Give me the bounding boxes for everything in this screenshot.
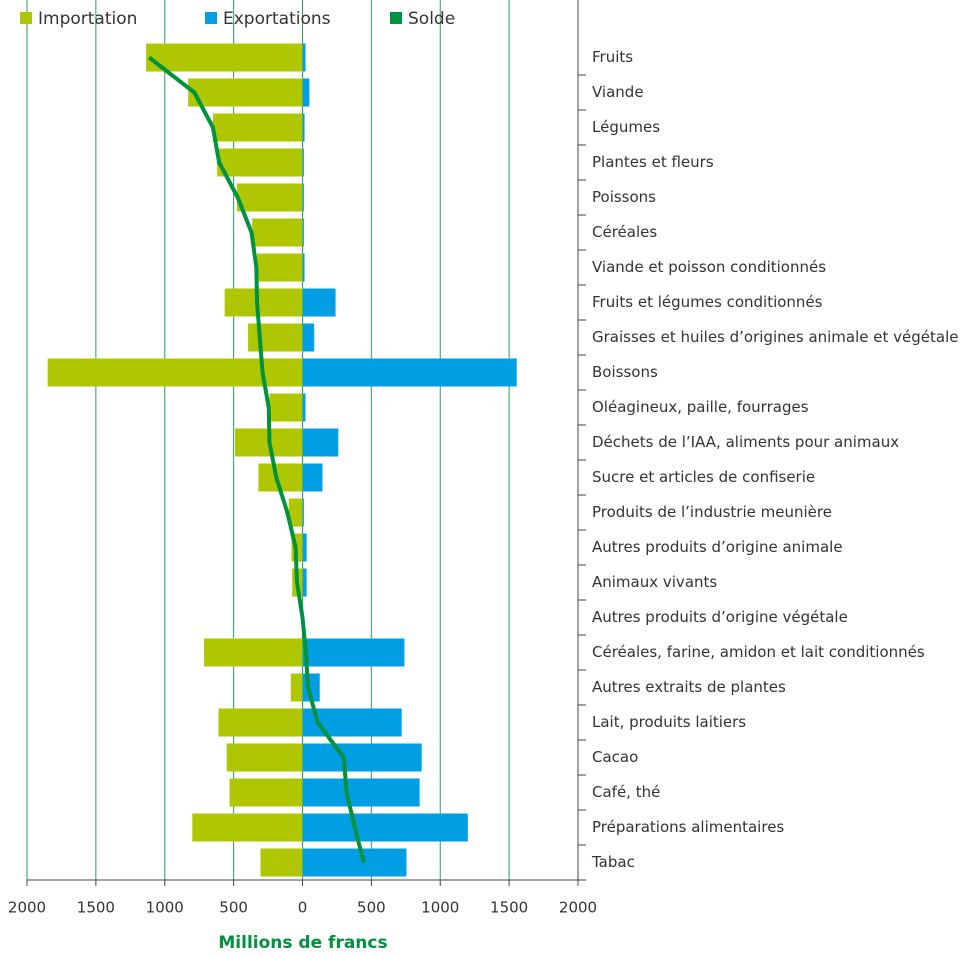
category-label: Graisses et huiles d’origines animale et… <box>592 328 958 346</box>
x-tick-label: 1000 <box>146 899 184 917</box>
bar <box>204 638 303 667</box>
category-label: Déchets de l’IAA, aliments pour animaux <box>592 433 899 451</box>
x-tick-label: 1000 <box>421 899 459 917</box>
bar <box>188 78 303 107</box>
line <box>147 55 366 863</box>
bar <box>302 533 307 562</box>
category-label: Fruits et légumes conditionnés <box>592 293 823 311</box>
bar <box>302 218 304 247</box>
category-label: Légumes <box>592 118 660 136</box>
category-label: Céréales, farine, amidon et lait conditi… <box>592 643 925 661</box>
legend-swatch <box>205 12 217 24</box>
bar <box>146 43 303 72</box>
bar <box>302 638 405 667</box>
category-label: Lait, produits laitiers <box>592 713 746 731</box>
bar <box>302 113 305 142</box>
category-label: Tabac <box>591 853 635 871</box>
bar <box>302 148 304 177</box>
bar <box>302 253 305 282</box>
bar <box>302 743 422 772</box>
bar <box>302 778 420 807</box>
bar <box>252 218 303 247</box>
bar <box>260 848 303 877</box>
x-tick-label: 0 <box>298 899 308 917</box>
category-label: Boissons <box>592 363 658 381</box>
bar <box>226 743 303 772</box>
category-label: Viande <box>592 83 644 101</box>
x-tick-label: 1500 <box>490 899 528 917</box>
x-axis-title: Millions de francs <box>218 933 387 953</box>
legend-label: Importation <box>38 9 137 29</box>
bar <box>302 183 304 212</box>
x-tick-label: 500 <box>357 899 386 917</box>
bar <box>269 393 303 422</box>
category-label: Produits de l’industrie meunière <box>592 503 832 521</box>
x-tick-label: 2000 <box>559 899 597 917</box>
category-label: Poissons <box>592 188 656 206</box>
legend-swatch <box>390 12 402 24</box>
bar <box>302 463 323 492</box>
category-label: Céréales <box>592 223 657 241</box>
category-label: Café, thé <box>592 783 660 801</box>
category-label: Animaux vivants <box>592 573 717 591</box>
bar <box>248 323 303 352</box>
category-label: Viande et poisson conditionnés <box>592 258 826 276</box>
category-label: Sucre et articles de confiserie <box>592 468 815 486</box>
bar <box>302 393 306 422</box>
category-label: Préparations alimentaires <box>592 818 784 836</box>
x-tick-label: 2000 <box>8 899 46 917</box>
bar <box>192 813 303 842</box>
bar <box>302 428 339 457</box>
bar <box>302 498 304 527</box>
bar <box>217 148 303 177</box>
bar <box>218 708 303 737</box>
bar <box>212 113 303 142</box>
legend-swatch <box>20 12 32 24</box>
bar <box>290 673 303 702</box>
bar <box>288 498 303 527</box>
category-label: Autres extraits de plantes <box>592 678 786 696</box>
category-label: Cacao <box>592 748 638 766</box>
bar <box>302 323 315 352</box>
bar <box>302 78 310 107</box>
legend-label: Exportations <box>223 9 331 29</box>
bar <box>257 253 303 282</box>
bar <box>302 848 407 877</box>
bar <box>302 358 517 387</box>
legend-label: Solde <box>408 9 455 29</box>
bar <box>302 288 336 317</box>
bar <box>302 568 307 597</box>
bar <box>237 183 303 212</box>
bar <box>302 43 306 72</box>
bar <box>229 778 303 807</box>
bar <box>224 288 303 317</box>
x-tick-label: 1500 <box>77 899 115 917</box>
x-tick-label: 500 <box>219 899 248 917</box>
category-label: Fruits <box>592 48 633 66</box>
category-label: Oléagineux, paille, fourrages <box>592 398 809 416</box>
bar <box>302 813 468 842</box>
category-label: Plantes et fleurs <box>592 153 714 171</box>
category-label: Autres produits d’origine animale <box>592 538 843 556</box>
category-label: Autres produits d’origine végétale <box>592 608 848 626</box>
